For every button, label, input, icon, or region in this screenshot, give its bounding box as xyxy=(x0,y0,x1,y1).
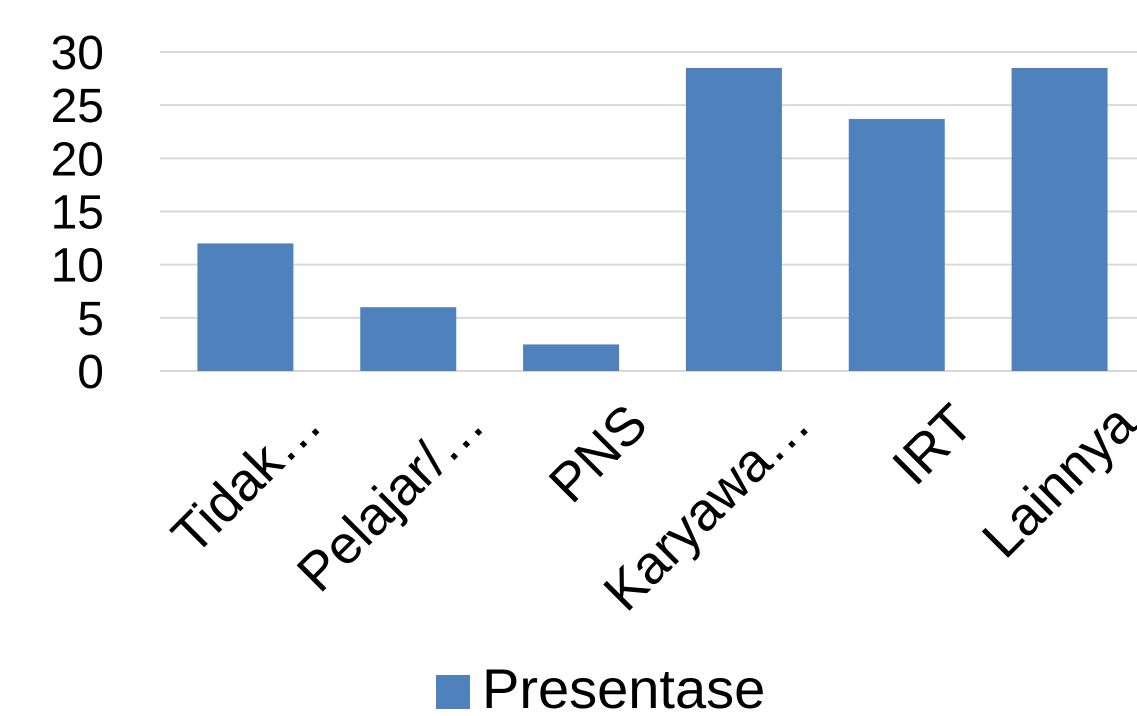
bar xyxy=(197,243,294,371)
bars xyxy=(197,67,1108,372)
bar xyxy=(360,307,457,371)
x-tick-label: PNS xyxy=(538,393,659,514)
bar xyxy=(1011,67,1108,371)
y-tick-label: 15 xyxy=(51,187,104,240)
bar xyxy=(523,344,620,371)
x-tick-label: Lainnya xyxy=(971,393,1137,570)
x-tick-label: IRT xyxy=(881,393,984,496)
bar xyxy=(848,118,945,372)
legend-swatch-presentase xyxy=(436,675,470,709)
legend-label-presentase: Presentase xyxy=(482,657,765,716)
y-tick-label: 10 xyxy=(51,240,104,293)
bar xyxy=(685,67,782,371)
y-tick-label: 20 xyxy=(51,133,104,186)
legend: Presentase xyxy=(436,657,765,716)
y-tick-label: 0 xyxy=(77,346,104,399)
y-tick-label: 30 xyxy=(51,27,104,80)
gridlines xyxy=(160,51,1137,372)
y-tick-label: 5 xyxy=(77,293,104,346)
y-tick-label: 25 xyxy=(51,80,104,133)
